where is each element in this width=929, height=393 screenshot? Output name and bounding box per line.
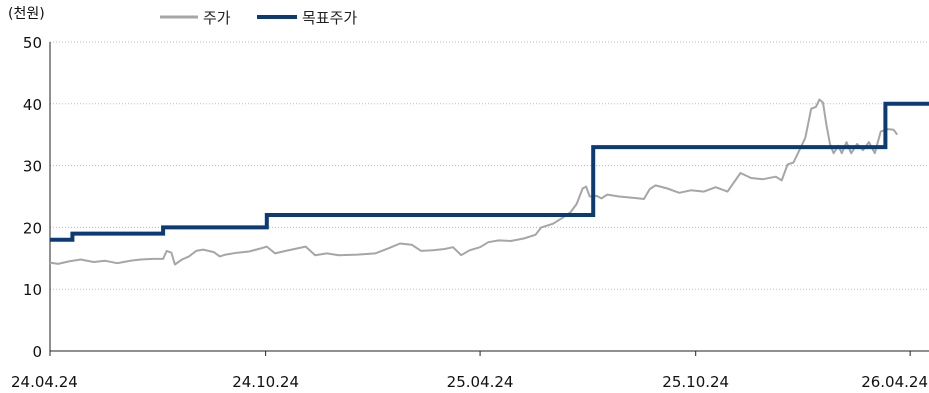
legend: 주가 목표주가 xyxy=(160,9,357,27)
y-tick-label: 20 xyxy=(23,219,42,237)
x-tick-label: 24.10.24 xyxy=(232,373,299,391)
y-unit-label: (천원) xyxy=(8,6,45,22)
x-tick-label: 26.04.24 xyxy=(861,373,928,391)
y-tick-label: 50 xyxy=(23,34,42,52)
y-tick-label: 30 xyxy=(23,158,42,176)
y-tick-label: 10 xyxy=(23,281,42,299)
gridlines xyxy=(50,41,929,290)
x-tick-label: 25.04.24 xyxy=(447,373,514,391)
x-tick-label: 25.10.24 xyxy=(662,373,729,391)
y-tick-labels: 0 10 20 30 40 50 xyxy=(23,34,42,361)
legend-label-price: 주가 xyxy=(203,9,231,27)
y-tick-label: 0 xyxy=(32,343,42,361)
axes xyxy=(49,42,929,356)
x-tick-labels: 24.04.24 24.10.24 25.04.24 25.10.24 26.04.24 xyxy=(11,373,928,391)
series-lines xyxy=(49,98,929,266)
series-line-price xyxy=(49,98,899,266)
x-tick-label: 24.04.24 xyxy=(11,373,78,391)
series-line-target xyxy=(50,101,929,242)
legend-label-target: 목표주가 xyxy=(302,9,357,27)
y-tick-label: 40 xyxy=(23,96,42,114)
